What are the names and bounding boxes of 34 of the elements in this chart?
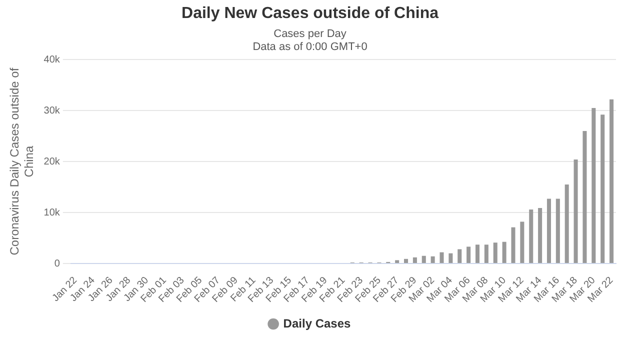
bar xyxy=(574,160,578,263)
bar xyxy=(610,99,614,263)
bar xyxy=(546,198,551,263)
bar xyxy=(600,114,605,263)
bar xyxy=(440,252,444,263)
bar xyxy=(484,244,488,263)
bar xyxy=(422,256,426,263)
bar xyxy=(395,260,400,263)
y-tick-label: 20k xyxy=(44,156,61,168)
bar xyxy=(448,253,453,263)
y-tick-label: 40k xyxy=(44,54,61,66)
bar xyxy=(564,184,569,263)
bar xyxy=(556,198,560,263)
bar xyxy=(538,208,542,263)
bar xyxy=(582,130,587,263)
bar xyxy=(430,256,435,263)
chart-title: Daily New Cases outside of China xyxy=(182,5,439,22)
bar xyxy=(493,242,498,263)
bar xyxy=(466,246,471,263)
y-tick-label: 10k xyxy=(44,207,61,218)
bar xyxy=(520,222,524,263)
bar xyxy=(592,108,596,263)
bar xyxy=(511,227,516,263)
bar xyxy=(475,244,480,263)
y-axis-title: Coronavirus Daily Cases outside of China xyxy=(8,67,36,256)
chart-subtitle: Cases per Day Data as of 0:00 GMT+0 xyxy=(252,28,368,54)
legend-label: Daily Cases xyxy=(283,316,352,330)
bar xyxy=(529,209,534,263)
y-tick-label: 0 xyxy=(54,258,60,270)
y-tick-label: 30k xyxy=(44,105,61,116)
bar xyxy=(502,242,506,263)
bar xyxy=(458,249,462,263)
bar xyxy=(412,257,417,263)
bar xyxy=(404,258,408,263)
